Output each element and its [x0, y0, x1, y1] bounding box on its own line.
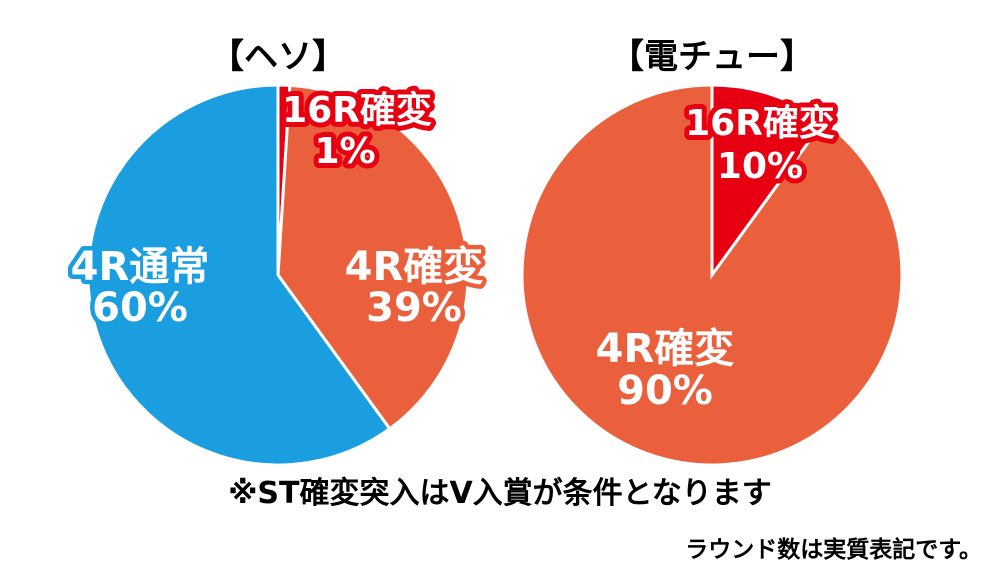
- chart-title-heso: 【ヘソ】: [210, 37, 346, 77]
- pie-chart-heso: 【ヘソ】 16R確変 1% 4R確変 39% 4R通常 60%: [66, 37, 488, 467]
- slice-label-heso-16r-kakuhen: 16R確変: [282, 89, 432, 131]
- pie-slice-heso-4r-tsujo: [86, 83, 392, 467]
- slice-label-denchu-4r-kakuhen: 4R確変: [596, 326, 735, 372]
- slice-label-denchu-16r-kakuhen: 16R確変: [685, 102, 835, 144]
- pie-slice-denchu-16r-kakuhen: [710, 83, 826, 280]
- slice-value-heso-16r-kakuhen: 1%: [314, 131, 375, 172]
- slice-value-denchu-16r-kakuhen: 10%: [717, 146, 803, 187]
- pie-slice-denchu-4r-kakuhen: [520, 83, 904, 467]
- chart-title-denchu: 【電チュー】: [610, 37, 814, 77]
- condition-note: ※ST確変突入はV入賞が条件となります: [228, 476, 772, 511]
- slice-value-heso-4r-tsujo: 60%: [92, 285, 188, 331]
- slice-value-denchu-4r-kakuhen: 90%: [617, 368, 713, 414]
- slice-label-heso-4r-kakuhen: 4R確変: [345, 244, 484, 290]
- pie-chart-denchu: 【電チュー】 16R確変 10% 4R確変 90%: [520, 37, 904, 467]
- pie-slice-heso-4r-kakuhen: [276, 83, 470, 431]
- footnote: ラウンド数は実質表記です。: [685, 537, 982, 563]
- slice-value-heso-4r-kakuhen: 39%: [366, 285, 462, 331]
- slice-label-heso-4r-tsujo: 4R通常: [71, 244, 210, 290]
